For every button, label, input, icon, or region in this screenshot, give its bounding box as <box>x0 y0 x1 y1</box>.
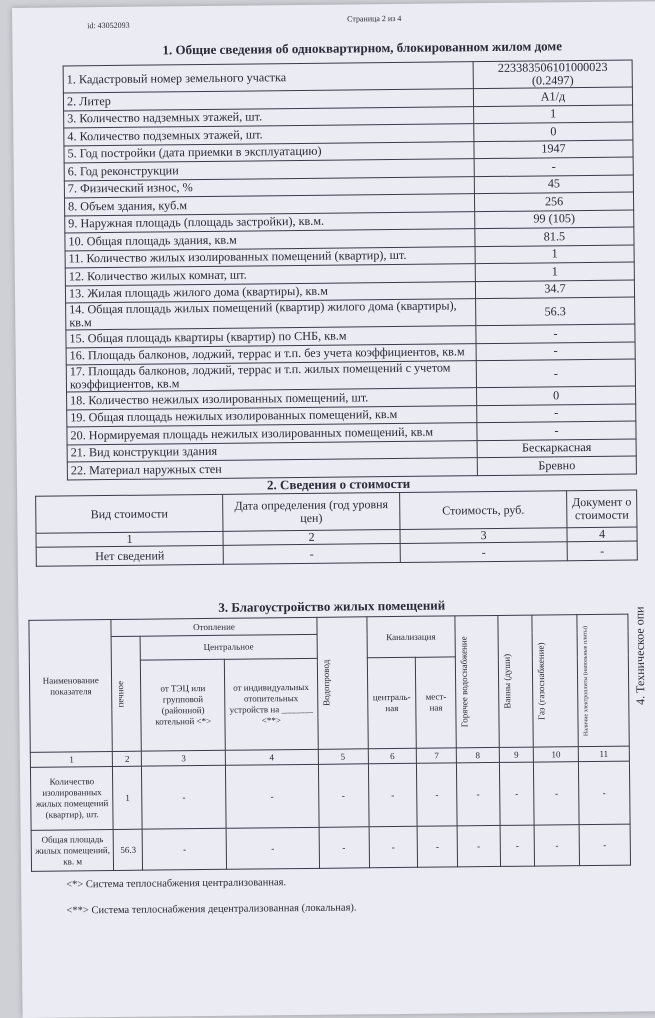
row-value: 1 <box>473 104 633 124</box>
header-central: Центральное <box>140 634 317 661</box>
footnote-2: <**> Система теплоснабжения децентрализо… <box>66 902 357 917</box>
row-label: Количество изолированных жилых помещений… <box>30 766 114 831</box>
number-cell: 1 <box>30 751 113 768</box>
number-cell: 9 <box>498 747 534 763</box>
number-cell: 7 <box>416 747 457 764</box>
cell: - <box>400 541 568 563</box>
header-bath: Ванны (души) <box>501 653 512 709</box>
row-value: 1 <box>475 261 635 282</box>
header-water: Водопровод <box>320 660 331 707</box>
row-label: 22. Материал наружных стен <box>67 457 478 480</box>
number-cell: 3 <box>141 750 226 767</box>
cell: - <box>141 765 227 830</box>
page-number: Страница 2 из 4 <box>347 13 402 24</box>
cell: - <box>416 762 458 827</box>
number-cell: 11 <box>578 746 630 762</box>
document-id: id: 43052093 <box>87 20 130 31</box>
section4-title: 4. Техническое опи <box>632 606 648 705</box>
header-heating: Отопление <box>111 617 317 637</box>
amenities-table: Наименование показателя Отопление Водопр… <box>28 614 631 872</box>
row-value: 56.3 <box>475 296 635 326</box>
row-value: 34.7 <box>475 279 635 299</box>
row-value: - <box>476 403 636 423</box>
header-cell: Документ о стоимости <box>566 489 637 528</box>
header-tec: от ТЭЦ или групповой (районной) котельно… <box>140 659 226 752</box>
row-value: 1947 <box>473 139 634 159</box>
header-sewer-local: мест-ная <box>415 656 457 749</box>
row-value: 1 <box>475 244 635 264</box>
header-electro: Наличие электроплиты (напольные плиты) <box>582 625 590 736</box>
header-sewer-central: централь-ная <box>366 657 417 749</box>
row-value: 0 <box>476 385 636 406</box>
cell: - <box>225 764 319 829</box>
section1-title: 1. Общие сведения об одноквартирном, бло… <box>162 38 563 58</box>
section2-title: 2. Сведения о стоимости <box>266 475 411 493</box>
number-cell: 5 <box>317 748 368 765</box>
number-cell: 2 <box>112 751 142 767</box>
footnote-1: <*> Система теплоснабжения централизован… <box>66 877 287 891</box>
header-cell: Дата определения (год уровня цен) <box>222 492 400 532</box>
row-value: Бескаркасная <box>477 438 637 458</box>
row-label: 1. Кадастровый номер земельного участка <box>63 61 474 93</box>
cell: - <box>367 763 418 827</box>
cell: - <box>417 825 458 868</box>
cell: - <box>142 828 227 871</box>
row-value: - <box>476 341 636 361</box>
row-label: 14. Общая площадь жилых помещений (кварт… <box>65 298 476 330</box>
header-sewer: Канализация <box>366 615 456 658</box>
cell: 56.3 <box>113 829 143 871</box>
cell: - <box>499 762 535 826</box>
row-label: 17. Площадь балконов, лоджий, террас и т… <box>66 360 477 392</box>
row-value: 99 (105) <box>474 209 634 229</box>
row-value: 81.5 <box>474 227 635 247</box>
row-value: 0 <box>473 122 633 142</box>
number-cell: 6 <box>367 748 417 764</box>
general-info-table: 1. Кадастровый номер земельного участка 2… <box>63 60 637 480</box>
cell: - <box>318 826 370 869</box>
cell: - <box>567 540 638 561</box>
row-value: - <box>474 157 634 177</box>
cell: Нет сведений <box>36 545 224 567</box>
row-value: А1/д <box>473 87 633 107</box>
cell: - <box>456 762 500 826</box>
section3-title: 3. Благоустройство жилых помещений <box>218 597 446 615</box>
row-value: - <box>476 420 637 441</box>
cell: - <box>578 824 631 866</box>
row-value: 256 <box>474 192 634 212</box>
number-cell: 4 <box>566 527 638 542</box>
cell: - <box>534 824 580 867</box>
cell: - <box>457 825 501 867</box>
header-hotwater: Горячее водоснабжение <box>458 636 470 728</box>
cell: - <box>578 761 631 825</box>
row-label: Общая площадь жилых помещений, кв. м <box>31 829 115 872</box>
cell: 1 <box>112 766 143 830</box>
row-value: - <box>476 358 636 388</box>
cell: - <box>533 761 579 826</box>
header-indiv: от индивидуальных отопительных устройств… <box>224 658 318 751</box>
header-cell: Вид стоимости <box>35 494 223 534</box>
cost-table: Вид стоимости Дата определения (год уров… <box>35 489 638 567</box>
row-value: Бревно <box>477 455 637 476</box>
document-page: id: 43052093 Страница 2 из 4 1. Общие св… <box>12 1 655 1018</box>
row-value: 223383506101000023 (0.2497) <box>473 60 633 89</box>
number-cell: 10 <box>533 746 579 763</box>
header-stove: печное <box>115 680 126 708</box>
cell: - <box>226 827 320 870</box>
table-header-row: Вид стоимости Дата определения (год уров… <box>35 489 637 534</box>
cell: - <box>223 543 401 565</box>
table-row: Общая площадь жилых помещений, кв. м 56.3… <box>31 824 631 872</box>
header-name: Наименование показателя <box>28 619 113 753</box>
cell: - <box>317 763 369 828</box>
header-cell: Стоимость, руб. <box>399 490 567 530</box>
row-value: - <box>475 323 636 344</box>
number-cell: 4 <box>225 749 318 766</box>
header-gas: Газ (газоснабжение) <box>536 642 547 720</box>
row-value: 45 <box>474 174 634 194</box>
cell: - <box>499 825 535 867</box>
table-row: Количество изолированных жилых помещений… <box>30 761 631 831</box>
cell: - <box>368 826 418 868</box>
number-cell: 8 <box>456 747 500 763</box>
